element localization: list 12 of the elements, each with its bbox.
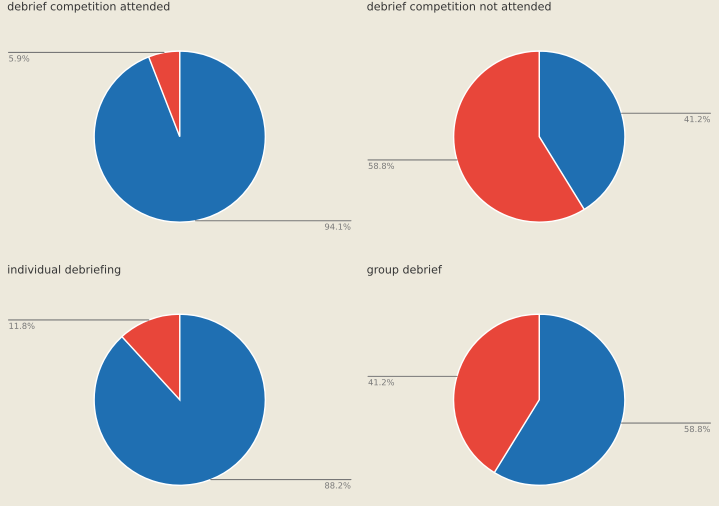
data-label: 41.2%: [684, 116, 710, 122]
data-label: 11.8%: [9, 322, 35, 329]
data-label: 41.2%: [368, 379, 394, 386]
data-label: 88.2%: [325, 482, 350, 489]
data-label: 58.8%: [684, 426, 710, 432]
data-label: 94.1%: [324, 223, 350, 230]
data-label: 5.9%: [9, 55, 30, 62]
data-label: 58.8%: [368, 162, 394, 169]
chart-title: debrief competition attended: [8, 2, 170, 13]
chart-title: individual debriefing: [8, 265, 120, 276]
chart-title: debrief competition not attended: [367, 2, 551, 13]
chart-title: group debrief: [367, 265, 442, 276]
